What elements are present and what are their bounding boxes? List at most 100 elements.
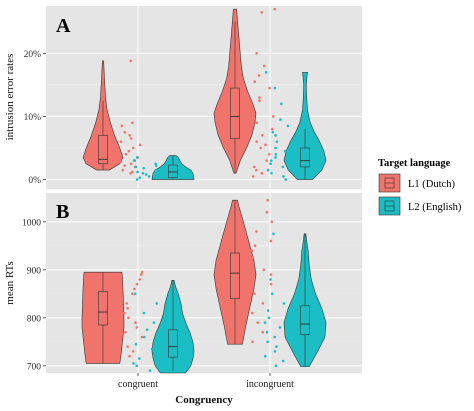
data-point-congruent-l2 [136, 170, 139, 174]
data-point-congruent-l1 [139, 273, 143, 276]
box-congruent-l2 [168, 329, 178, 358]
data-point-congruent-l1 [135, 282, 139, 286]
box-incongruent-l2 [300, 305, 310, 335]
data-point-congruent-l2 [135, 156, 139, 159]
data-point-incongruent-l1 [269, 239, 273, 243]
data-point-incongruent-l2 [274, 152, 278, 156]
y-tick-label: 700 [27, 362, 42, 372]
legend-item-l1: L1 (Dutch) [378, 173, 455, 193]
data-point-congruent-l2 [135, 178, 139, 181]
box-congruent-l1 [98, 135, 108, 165]
data-point-congruent-l1 [140, 335, 144, 339]
data-point-congruent-l2 [142, 335, 146, 339]
x-axis: congruent incongruent [118, 373, 294, 390]
data-point-congruent-l1 [123, 130, 127, 134]
data-point-congruent-l1 [126, 306, 129, 310]
data-point-congruent-l2 [133, 292, 137, 296]
data-point-incongruent-l1 [258, 99, 261, 102]
data-point-incongruent-l1 [260, 11, 263, 14]
data-point-incongruent-l1 [255, 230, 258, 233]
legend-label-l2: L2 (English) [408, 202, 462, 213]
data-point-congruent-l2 [142, 311, 146, 315]
data-point-incongruent-l2 [266, 340, 269, 344]
data-point-incongruent-l2 [282, 175, 285, 178]
y-tick-label: 20% [24, 50, 42, 60]
panel-b-y-axis-title: mean RTs [4, 261, 16, 304]
data-point-congruent-l2 [153, 352, 156, 356]
data-point-incongruent-l2 [284, 178, 287, 181]
data-point-incongruent-l2 [269, 278, 272, 281]
data-point-incongruent-l1 [270, 220, 274, 224]
data-point-congruent-l2 [141, 171, 145, 175]
data-point-congruent-l1 [118, 297, 121, 300]
data-point-incongruent-l1 [251, 340, 254, 344]
violin-congruent-l1 [81, 271, 125, 364]
data-point-incongruent-l2 [286, 124, 290, 128]
y-tick-label: 900 [27, 266, 42, 276]
data-point-congruent-l2 [155, 302, 159, 305]
data-point-congruent-l1 [131, 350, 135, 353]
data-point-incongruent-l2 [273, 350, 277, 353]
data-point-incongruent-l2 [274, 134, 277, 137]
data-point-incongruent-l2 [265, 330, 269, 334]
data-point-incongruent-l1 [268, 86, 271, 90]
data-point-incongruent-l1 [265, 159, 268, 162]
data-point-congruent-l2 [138, 176, 142, 179]
box-congruent-l1 [98, 291, 108, 326]
violin-incongruent-l1 [213, 199, 257, 345]
data-point-incongruent-l2 [281, 165, 285, 169]
panel-a-y-ticks: 0% 10% 20% [24, 50, 46, 186]
data-point-incongruent-l1 [264, 143, 267, 147]
x-tick-label-congruent: congruent [118, 379, 158, 390]
data-point-congruent-l1 [128, 134, 131, 137]
y-tick-label: 10% [24, 113, 42, 123]
data-point-congruent-l2 [144, 173, 148, 176]
data-point-incongruent-l2 [263, 321, 267, 324]
data-point-congruent-l2 [134, 165, 138, 169]
data-point-congruent-l2 [132, 159, 136, 162]
data-point-congruent-l1 [119, 140, 123, 143]
data-point-incongruent-l1 [267, 152, 271, 156]
data-point-congruent-l1 [129, 137, 133, 140]
data-point-incongruent-l1 [265, 210, 269, 214]
data-point-congruent-l1 [140, 270, 144, 274]
x-axis-title: Congruency [175, 394, 233, 406]
data-point-incongruent-l1 [258, 96, 261, 99]
data-point-incongruent-l1 [252, 165, 256, 169]
box-incongruent-l1 [230, 252, 240, 299]
box-incongruent-l1 [230, 87, 240, 139]
data-point-incongruent-l1 [269, 282, 273, 286]
data-point-congruent-l1 [129, 59, 133, 63]
violin-incongruent-l1 [213, 8, 257, 174]
data-point-congruent-l1 [131, 292, 134, 296]
data-point-congruent-l1 [131, 121, 134, 125]
data-point-incongruent-l1 [270, 127, 274, 131]
data-point-congruent-l2 [150, 347, 154, 351]
data-point-incongruent-l1 [251, 256, 255, 260]
data-point-incongruent-l2 [269, 162, 272, 166]
legend: Target language L1 (Dutch) L2 (English) [378, 158, 462, 216]
data-point-incongruent-l1 [262, 64, 266, 68]
y-tick-label: 0% [28, 176, 41, 186]
data-point-incongruent-l2 [270, 171, 273, 175]
data-point-incongruent-l1 [250, 311, 254, 315]
data-point-incongruent-l2 [283, 149, 287, 153]
panel-b: 700 800 900 1000 B mean RTs [4, 193, 362, 374]
data-point-incongruent-l2 [263, 354, 267, 358]
data-point-incongruent-l2 [275, 140, 279, 143]
data-point-congruent-l1 [138, 143, 142, 147]
data-point-incongruent-l1 [257, 74, 261, 77]
data-point-congruent-l1 [117, 340, 121, 344]
data-point-incongruent-l2 [274, 146, 277, 150]
data-point-incongruent-l2 [267, 316, 271, 320]
data-point-incongruent-l2 [274, 156, 277, 159]
box-incongruent-l2 [300, 147, 310, 168]
data-point-incongruent-l2 [278, 326, 282, 329]
data-point-congruent-l2 [145, 328, 149, 332]
data-point-incongruent-l2 [266, 168, 270, 172]
data-point-congruent-l2 [135, 364, 139, 368]
data-point-congruent-l1 [124, 152, 128, 156]
data-point-congruent-l2 [142, 166, 145, 170]
panel-b-plot [81, 198, 327, 374]
